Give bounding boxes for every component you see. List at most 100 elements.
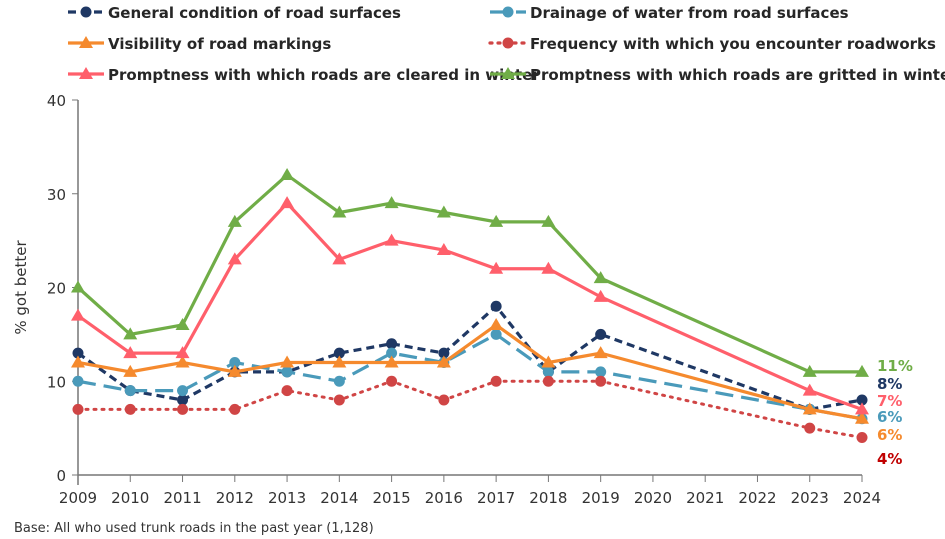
x-tick-label: 2019 — [582, 489, 620, 507]
data-point — [386, 347, 398, 359]
data-point — [229, 357, 241, 368]
data-point — [593, 271, 608, 284]
data-point — [438, 394, 450, 406]
x-tick-label: 2010 — [111, 489, 149, 507]
x-tick-label: 2011 — [163, 489, 201, 507]
data-point — [333, 375, 345, 387]
data-point — [856, 394, 868, 406]
data-point — [72, 403, 84, 415]
data-point — [855, 402, 869, 415]
x-tick-label: 2024 — [843, 489, 881, 507]
data-point — [227, 214, 242, 227]
series-2 — [71, 318, 869, 424]
data-point — [124, 403, 136, 415]
data-point — [856, 432, 868, 443]
data-point — [229, 403, 241, 415]
legend-item: Visibility of road markings — [68, 35, 331, 53]
y-axis-label: % got better — [12, 240, 30, 335]
legend-item: General condition of road surfaces — [68, 4, 401, 22]
data-point — [71, 280, 85, 293]
y-tick-label: 0 — [56, 467, 66, 485]
legend-label: Promptness with which roads are gritted … — [530, 66, 945, 84]
legend-label: Frequency with which you encounter roadw… — [530, 35, 936, 53]
data-point — [280, 168, 295, 180]
data-point — [436, 243, 451, 255]
data-point — [280, 355, 295, 368]
data-point — [332, 355, 347, 368]
data-point — [332, 252, 347, 265]
legend-marker — [502, 37, 514, 49]
data-point — [175, 355, 190, 368]
data-point — [71, 308, 85, 321]
data-point — [175, 318, 190, 330]
data-point — [542, 366, 554, 378]
data-point — [280, 196, 295, 209]
data-point — [384, 355, 399, 368]
data-point — [71, 355, 85, 368]
data-point — [227, 252, 242, 265]
y-tick-label: 20 — [47, 280, 66, 298]
data-point — [489, 214, 504, 227]
data-point — [489, 261, 504, 274]
end-label: 6% — [877, 426, 902, 444]
legend-marker — [501, 67, 515, 79]
end-label: 4% — [877, 450, 902, 468]
data-point — [72, 375, 84, 387]
data-point — [490, 300, 502, 312]
data-point — [386, 338, 398, 350]
data-point — [72, 347, 84, 359]
data-point — [595, 375, 607, 387]
x-tick-label: 2021 — [686, 489, 724, 507]
legend-item: Promptness with which roads are cleared … — [68, 66, 540, 84]
data-point — [802, 364, 817, 377]
data-point — [436, 355, 451, 368]
data-point — [855, 364, 869, 377]
x-tick-label: 2012 — [216, 489, 254, 507]
y-tick-label: 40 — [47, 92, 66, 110]
data-point — [541, 355, 556, 368]
axes: 0 10 20 30 40 2009 2010 2011 2012 2013 2014 2015 201… — [12, 92, 881, 507]
data-point — [490, 328, 502, 340]
data-point — [124, 385, 136, 397]
end-labels: 8% 6%6% 4% 7% 11% — [877, 357, 913, 468]
data-point — [177, 394, 189, 406]
data-point — [541, 214, 556, 227]
data-point — [855, 411, 869, 424]
legend-item: Promptness with which roads are gritted … — [490, 66, 945, 84]
data-point — [123, 346, 138, 359]
legend-marker — [79, 67, 93, 79]
data-point — [802, 402, 817, 415]
series-5 — [71, 168, 869, 377]
x-tick-label: 2009 — [59, 489, 97, 507]
data-point — [175, 346, 190, 359]
data-point — [490, 375, 502, 387]
series-4 — [71, 196, 869, 415]
x-tick-label: 2015 — [373, 489, 411, 507]
data-point — [541, 261, 556, 274]
series-line — [77, 200, 863, 411]
data-point — [384, 196, 399, 209]
data-point — [333, 394, 345, 406]
data-point — [177, 385, 189, 397]
series-line — [76, 379, 864, 439]
legend: General condition of road surfaces Draina… — [68, 4, 945, 84]
data-point — [123, 327, 138, 340]
data-point — [593, 289, 608, 302]
x-tick-label: 2013 — [268, 489, 306, 507]
data-point — [802, 383, 817, 396]
x-tick-label: 2022 — [738, 489, 776, 507]
data-point — [384, 233, 399, 246]
legend-label: Visibility of road markings — [108, 35, 331, 53]
legend-label: General condition of road surfaces — [108, 4, 401, 22]
legend-marker — [80, 6, 92, 18]
data-point — [332, 205, 347, 218]
end-label: 7% — [877, 392, 902, 410]
data-point — [595, 328, 607, 340]
series-line — [77, 323, 863, 421]
x-tick-label: 2014 — [320, 489, 358, 507]
data-point — [123, 364, 138, 377]
series-3 — [72, 375, 868, 443]
legend-label: Drainage of water from road surfaces — [530, 4, 849, 22]
series-lines — [71, 168, 869, 443]
